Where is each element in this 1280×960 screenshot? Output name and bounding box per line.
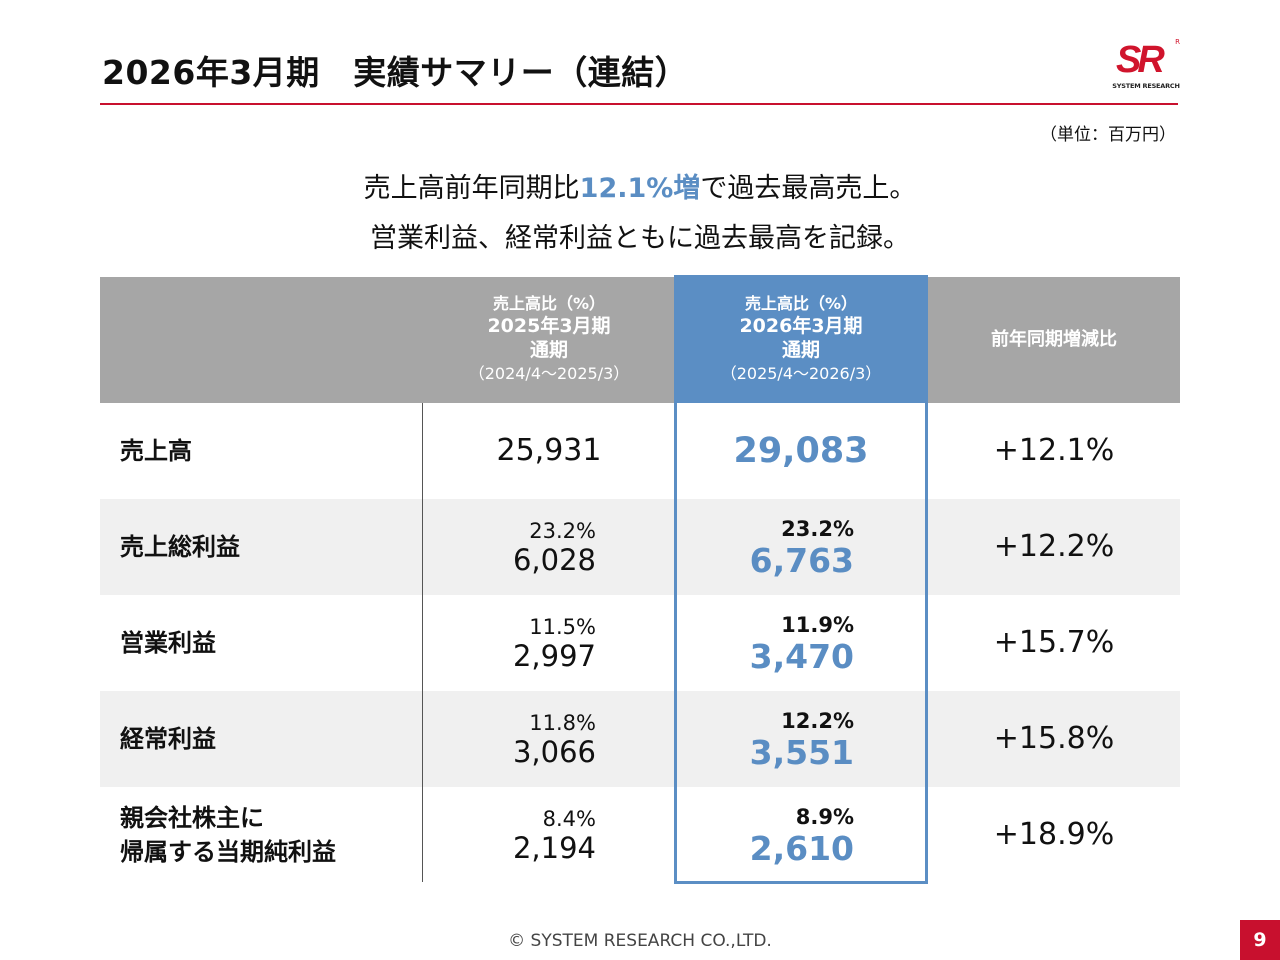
row-label: 売上総利益 xyxy=(120,499,240,595)
prev-cell: 11.5% 2,997 xyxy=(424,595,674,691)
company-logo: SR R SYSTEM RESEARCH xyxy=(1112,38,1180,92)
change-cell: +12.1% xyxy=(928,403,1180,499)
table-header: 売上高比（%） 2025年3月期 通期 （2024/4～2025/3） 売上高比… xyxy=(100,277,1180,403)
cur-ratio: 23.2% xyxy=(781,517,854,541)
prev-value: 25,931 xyxy=(496,433,602,468)
prev-value: 2,997 xyxy=(512,639,596,673)
prev-value: 3,066 xyxy=(512,735,596,769)
change-cell: +18.9% xyxy=(928,787,1180,883)
header-cur-fy: 2026年3月期 xyxy=(739,315,863,337)
change-cell: +12.2% xyxy=(928,499,1180,595)
headline-line-1-pre: 売上高前年同期比 xyxy=(363,173,580,204)
unit-note: （単位：百万円） xyxy=(1040,125,1176,145)
header-prev-ratio-label: 売上高比（%） xyxy=(492,294,606,313)
headline-line-1-post: で過去最高売上。 xyxy=(700,173,917,204)
change-value: +15.7% xyxy=(993,625,1115,660)
cur-value: 3,470 xyxy=(749,637,854,676)
header-change: 前年同期増減比 xyxy=(928,277,1180,403)
headline-highlight: 12.1%増 xyxy=(579,173,701,204)
prev-cell: 23.2% 6,028 xyxy=(424,499,674,595)
change-value: +18.9% xyxy=(993,817,1115,852)
table-row: 売上総利益 23.2% 6,028 23.2% 6,763 +12.2% xyxy=(100,499,1180,595)
results-table: 売上高比（%） 2025年3月期 通期 （2024/4～2025/3） 売上高比… xyxy=(100,275,1180,884)
row-label: 営業利益 xyxy=(120,595,216,691)
prev-ratio: 11.5% xyxy=(529,615,596,639)
column-divider xyxy=(422,403,423,882)
cur-cell: 23.2% 6,763 xyxy=(674,499,928,595)
prev-cell: 25,931 xyxy=(424,403,674,499)
headline-line-2: 営業利益、経常利益ともに過去最高を記録。 xyxy=(370,223,910,254)
cur-ratio: 11.9% xyxy=(781,613,854,637)
table-row: 売上高 25,931 29,083 +12.1% xyxy=(100,403,1180,499)
change-cell: +15.8% xyxy=(928,691,1180,787)
row-label-text: 親会社株主に xyxy=(120,804,264,832)
change-value: +12.2% xyxy=(993,529,1115,564)
row-label-text: 売上高 xyxy=(120,437,192,465)
header-cur-period: 売上高比（%） 2026年3月期 通期 （2025/4～2026/3） xyxy=(674,277,928,403)
row-label-text-2: 帰属する当期純利益 xyxy=(120,838,336,866)
title-divider xyxy=(100,103,1178,105)
prev-value: 6,028 xyxy=(512,543,596,577)
cur-value: 3,551 xyxy=(749,733,854,772)
page-title: 2026年3月期 実績サマリー（連結） xyxy=(102,53,689,92)
row-label-text: 売上総利益 xyxy=(120,533,240,561)
prev-cell: 8.4% 2,194 xyxy=(424,787,674,883)
table-row: 経常利益 11.8% 3,066 12.2% 3,551 +15.8% xyxy=(100,691,1180,787)
cur-ratio: 12.2% xyxy=(781,709,854,733)
page-number: 9 xyxy=(1240,920,1280,960)
prev-ratio: 8.4% xyxy=(542,807,596,831)
change-cell: +15.7% xyxy=(928,595,1180,691)
cur-value: 2,610 xyxy=(749,829,854,868)
table-row: 親会社株主に 帰属する当期純利益 8.4% 2,194 8.9% 2,610 +… xyxy=(100,787,1180,883)
header-change-label: 前年同期増減比 xyxy=(991,329,1117,350)
cur-value: 29,083 xyxy=(733,431,869,471)
header-cur-ratio-label: 売上高比（%） xyxy=(744,294,858,313)
header-prev-period: 売上高比（%） 2025年3月期 通期 （2024/4～2025/3） xyxy=(424,277,674,403)
cur-cell: 29,083 xyxy=(674,403,928,499)
header-cur-period-range: （2025/4～2026/3） xyxy=(720,364,882,383)
header-prev-period-range: （2024/4～2025/3） xyxy=(468,364,630,383)
cur-ratio: 8.9% xyxy=(795,805,854,829)
change-value: +12.1% xyxy=(993,433,1115,468)
prev-ratio: 23.2% xyxy=(529,519,596,543)
prev-ratio: 11.8% xyxy=(529,711,596,735)
prev-value: 2,194 xyxy=(512,831,596,865)
headline-line-1: 売上高前年同期比12.1%増で過去最高売上。 xyxy=(0,166,1280,205)
cur-value: 6,763 xyxy=(749,541,854,580)
row-label: 親会社株主に 帰属する当期純利益 xyxy=(120,787,336,883)
cur-cell: 12.2% 3,551 xyxy=(674,691,928,787)
copyright-footer: © SYSTEM RESEARCH CO.,LTD. xyxy=(508,931,772,951)
prev-cell: 11.8% 3,066 xyxy=(424,691,674,787)
row-label: 経常利益 xyxy=(120,691,216,787)
logo-text: SYSTEM RESEARCH xyxy=(1112,82,1180,90)
header-prev-fy: 2025年3月期 xyxy=(487,315,611,337)
logo-mark: SR xyxy=(1116,39,1165,81)
change-value: +15.8% xyxy=(993,721,1115,756)
header-cur-kind: 通期 xyxy=(781,339,820,361)
cur-cell: 8.9% 2,610 xyxy=(674,787,928,883)
row-label-text: 営業利益 xyxy=(120,629,216,657)
logo-registered-mark: R xyxy=(1175,38,1180,46)
table-row: 営業利益 11.5% 2,997 11.9% 3,470 +15.7% xyxy=(100,595,1180,691)
header-prev-kind: 通期 xyxy=(529,339,568,361)
row-label: 売上高 xyxy=(120,403,192,499)
row-label-text: 経常利益 xyxy=(120,725,216,753)
cur-cell: 11.9% 3,470 xyxy=(674,595,928,691)
